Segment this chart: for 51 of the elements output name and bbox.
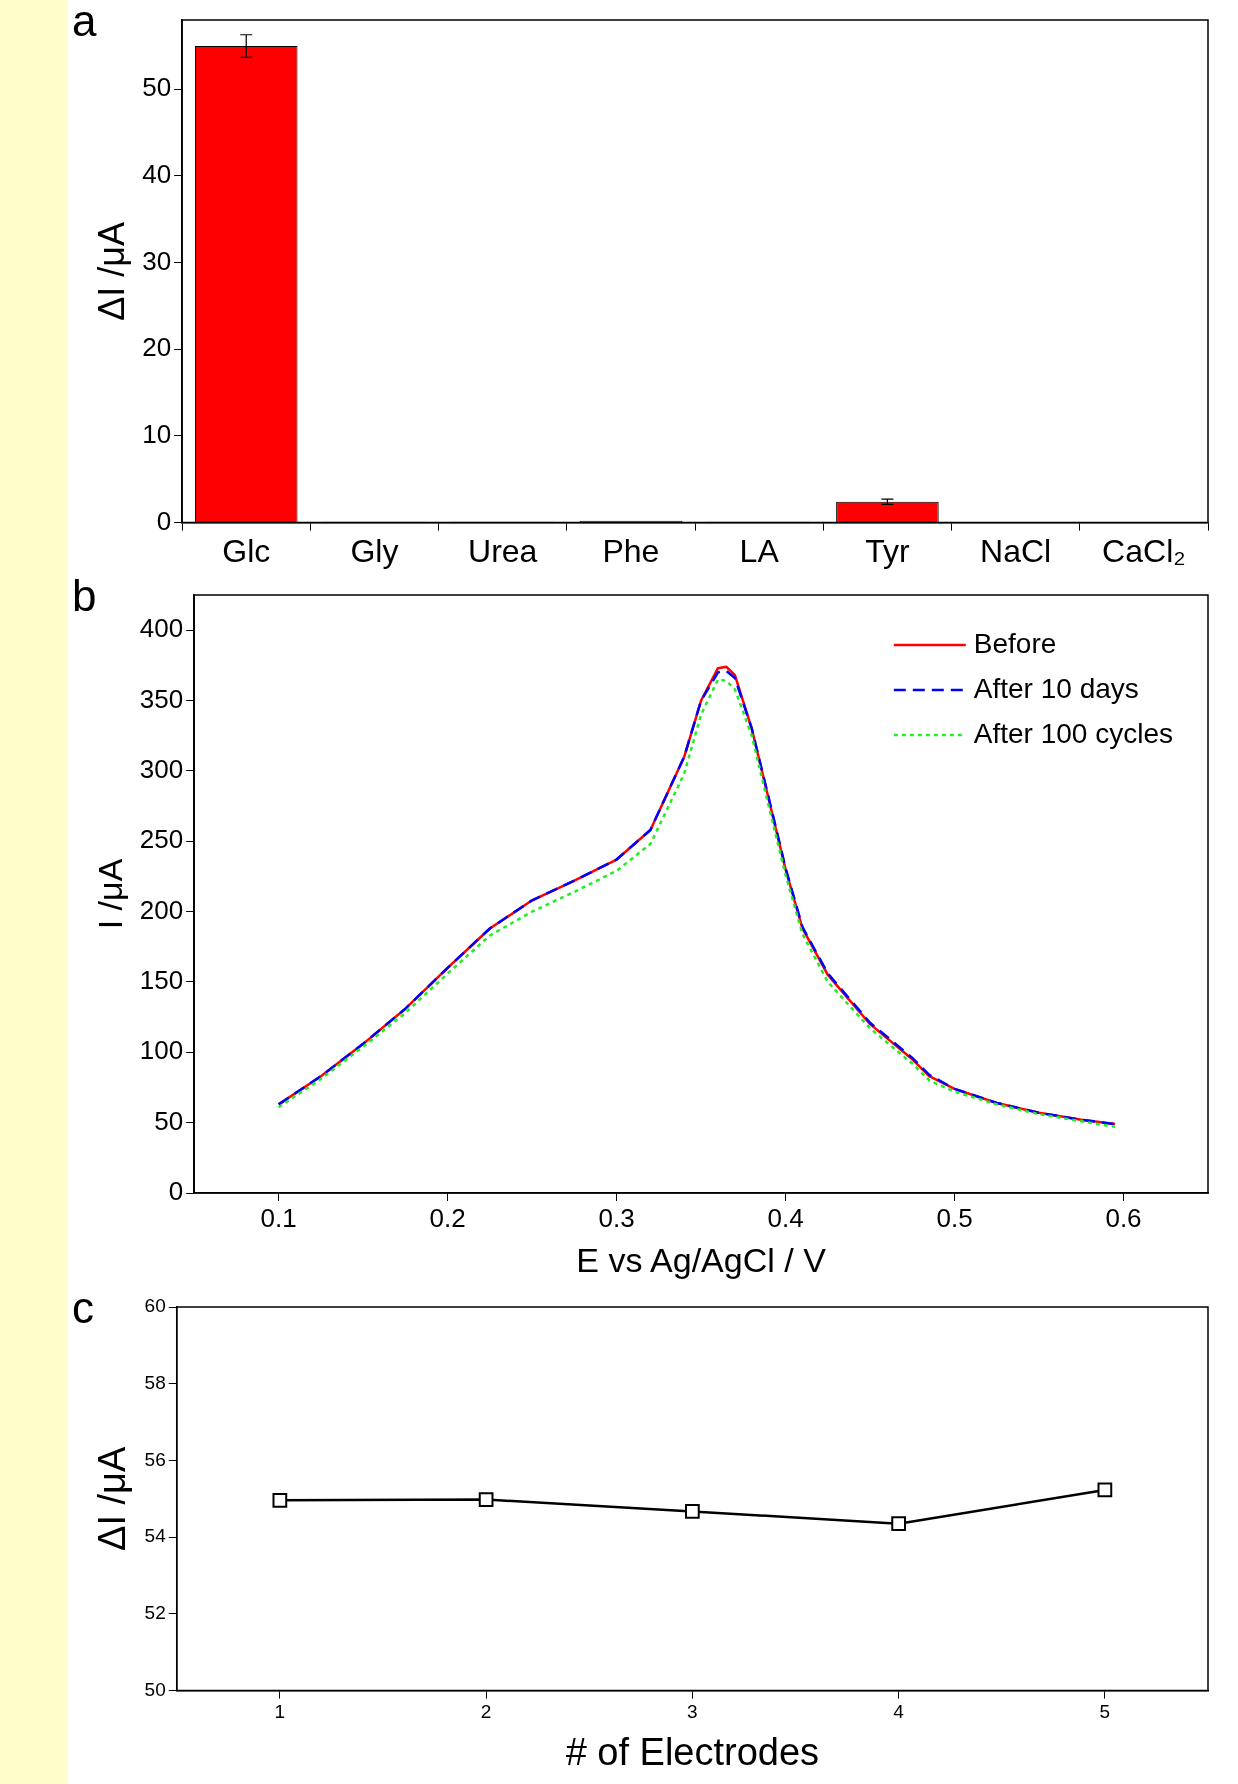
y-tick-label: 56 (144, 1448, 166, 1470)
y-tick-label: 0 (156, 505, 172, 536)
x-tick-label: 0.3 (598, 1202, 635, 1233)
y-tick-label: 58 (144, 1371, 166, 1393)
x-tick-label: NaCl (980, 532, 1052, 569)
y-tick-label: 52 (144, 1602, 166, 1624)
x-tick-label: Tyr (865, 532, 910, 569)
x-tick-label: Urea (468, 532, 538, 569)
x-tick-label: Glc (222, 532, 271, 569)
y-tick-label: 300 (139, 754, 184, 785)
legend-label: Before (973, 627, 1057, 659)
y-tick-label: 40 (142, 159, 172, 190)
x-tick-label: Gly (350, 532, 399, 569)
y-tick-label: 10 (142, 419, 172, 450)
y-tick-label: 350 (139, 683, 184, 714)
y-tick-label: 60 (144, 1295, 166, 1317)
x-tick-label: 3 (687, 1701, 698, 1723)
legend-label: After 10 days (973, 672, 1139, 704)
y-tick-label: 250 (139, 824, 184, 855)
x-tick-label: 0.4 (767, 1202, 804, 1233)
y-tick-label: 100 (139, 1035, 184, 1066)
x-tick-label: 0.6 (1105, 1202, 1142, 1233)
x-tick-label: 4 (893, 1701, 905, 1723)
x-tick-label: 0.1 (260, 1202, 297, 1233)
x-tick-label: 0.2 (429, 1202, 466, 1233)
y-axis-title: ΔI /μA (91, 1446, 134, 1551)
y-tick-label: 50 (142, 72, 172, 103)
x-tick-label: 2 (480, 1701, 492, 1723)
x-tick-label: 5 (1099, 1701, 1111, 1723)
chart-title: b (72, 571, 97, 621)
y-tick-label: 0 (168, 1176, 184, 1207)
y-tick-label: 200 (139, 894, 184, 925)
x-tick-label: LA (739, 532, 780, 569)
x-axis-title: E vs Ag/AgCl / V (576, 1240, 827, 1279)
y-tick-label: 50 (144, 1678, 166, 1700)
y-tick-label: 20 (142, 332, 172, 363)
x-tick-label: Phe (602, 532, 660, 569)
y-tick-label: 30 (142, 245, 172, 276)
y-tick-label: 54 (144, 1525, 167, 1547)
chart-title: a (72, 0, 97, 46)
chart-title: c (72, 1283, 94, 1333)
x-axis-title: # of Electrodes (565, 1730, 820, 1773)
legend-label: After 100 cycles (973, 717, 1173, 749)
y-tick-label: 400 (139, 613, 184, 644)
y-tick-label: 50 (154, 1105, 184, 1136)
x-tick-label: 0.5 (936, 1202, 973, 1233)
x-tick-label: CaCl₂ (1102, 532, 1186, 569)
y-axis-title: ΔI /μA (90, 221, 132, 321)
y-tick-label: 150 (139, 965, 184, 996)
y-axis-title: I /μA (90, 858, 129, 930)
x-tick-label: 1 (274, 1701, 286, 1723)
